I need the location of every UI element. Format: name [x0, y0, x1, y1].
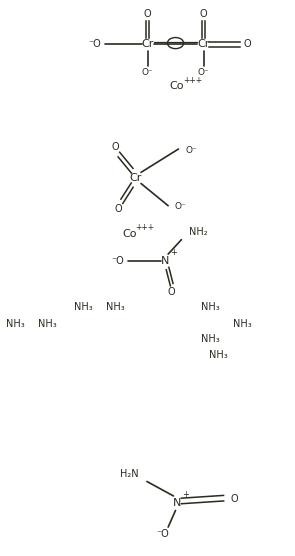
- Text: NH₃: NH₃: [201, 302, 219, 312]
- Text: Cr: Cr: [141, 39, 154, 49]
- Text: O⁻: O⁻: [186, 146, 198, 155]
- Text: O: O: [200, 9, 207, 19]
- Text: +: +: [170, 249, 177, 257]
- Text: O: O: [244, 39, 252, 49]
- Text: ⁻O: ⁻O: [156, 529, 169, 539]
- Text: +++: +++: [136, 224, 155, 232]
- Text: ⁻O: ⁻O: [88, 39, 101, 49]
- Text: H₂N: H₂N: [120, 469, 139, 479]
- Text: Cr: Cr: [130, 173, 142, 183]
- Text: NH₃: NH₃: [209, 350, 228, 360]
- Text: N: N: [173, 498, 181, 508]
- Text: NH₃: NH₃: [74, 302, 93, 312]
- Text: O⁻: O⁻: [174, 202, 186, 211]
- Text: NH₂: NH₂: [189, 227, 207, 237]
- Text: NH₃: NH₃: [38, 319, 57, 329]
- Text: ⁻O: ⁻O: [112, 256, 124, 266]
- Text: NH₃: NH₃: [106, 302, 125, 312]
- Text: O: O: [230, 494, 238, 504]
- Text: +++: +++: [183, 76, 202, 85]
- Text: Co: Co: [122, 229, 137, 239]
- Text: Cr: Cr: [197, 39, 210, 49]
- Text: NH₃: NH₃: [201, 334, 219, 344]
- Text: O: O: [114, 203, 122, 214]
- Text: O: O: [111, 142, 119, 152]
- Text: O: O: [167, 287, 175, 297]
- Text: N: N: [161, 256, 169, 266]
- Text: Co: Co: [170, 81, 184, 91]
- Text: O⁻: O⁻: [142, 68, 153, 77]
- Text: O: O: [144, 9, 151, 19]
- Text: NH₃: NH₃: [233, 319, 252, 329]
- Text: +: +: [182, 490, 189, 499]
- Text: NH₃: NH₃: [6, 319, 25, 329]
- Text: O⁻: O⁻: [198, 68, 209, 77]
